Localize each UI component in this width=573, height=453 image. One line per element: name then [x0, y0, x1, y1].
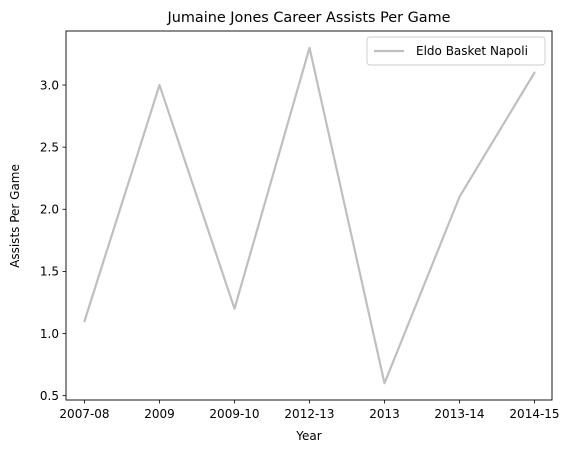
- y-tick-label: 2.5: [40, 140, 59, 154]
- plot-frame: [65, 30, 553, 401]
- x-tick-label: 2013-14: [434, 407, 484, 421]
- series-line: [83, 46, 536, 385]
- x-tick-label: 2009-10: [209, 407, 259, 421]
- legend-label: Eldo Basket Napoli: [416, 44, 528, 58]
- y-tick-label: 3.0: [40, 78, 59, 92]
- y-axis: 0.5 1.0 1.5 2.0 2.5 3.0: [40, 78, 66, 403]
- x-tick-label: 2014-15: [509, 407, 559, 421]
- y-tick-label: 0.5: [40, 389, 59, 403]
- chart-title: Jumaine Jones Career Assists Per Game: [167, 10, 451, 26]
- plot-area: [83, 46, 536, 385]
- x-tick-label: 2012-13: [284, 407, 334, 421]
- legend: Eldo Basket Napoli: [366, 36, 546, 66]
- y-tick-label: 1.0: [40, 327, 59, 341]
- x-axis-label: Year: [295, 429, 321, 443]
- x-tick-label: 2007-08: [59, 407, 109, 421]
- y-tick-label: 2.0: [40, 203, 59, 217]
- y-tick-label: 1.5: [40, 265, 59, 279]
- x-axis: 2007-08 2009 2009-10 2012-13 2013 2013-14 2014…: [59, 400, 560, 421]
- x-tick-label: 2013: [369, 407, 400, 421]
- y-axis-label: Assists Per Game: [8, 164, 22, 268]
- x-tick-label: 2009: [144, 407, 175, 421]
- legend-box: [366, 36, 546, 66]
